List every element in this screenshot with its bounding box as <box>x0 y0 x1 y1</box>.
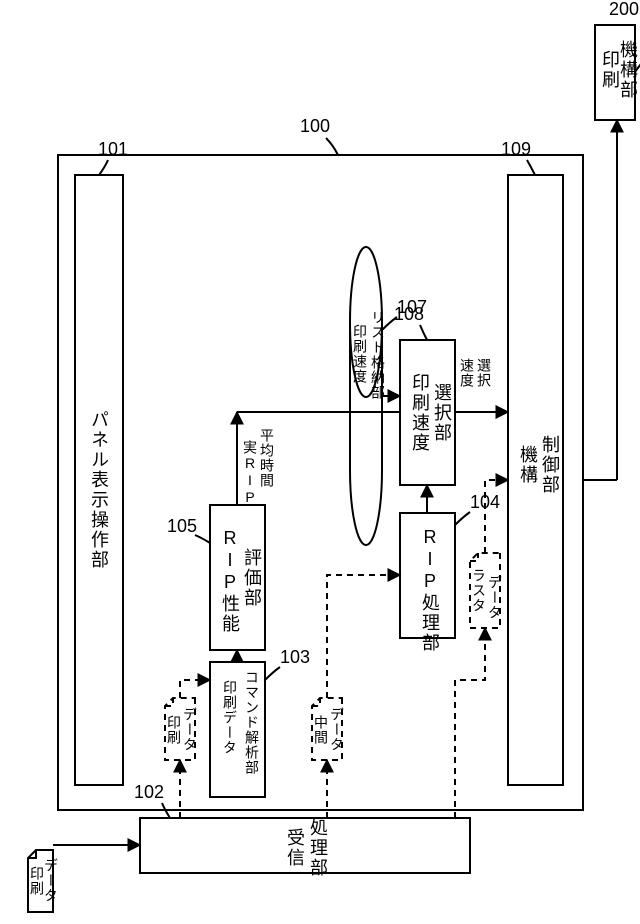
speedlist-l1: 印刷速度 <box>352 324 368 384</box>
dedge-raster-109 <box>485 480 508 553</box>
ripperf-l1: RIP性能 <box>220 528 240 634</box>
edgelabel-avg-time: 平均時間 <box>259 428 275 488</box>
ref-109: 109 <box>501 139 531 159</box>
mechctl-l1: 機構 <box>518 445 538 485</box>
leader-104 <box>455 512 470 525</box>
ref-100: 100 <box>300 116 330 136</box>
svg-text:印刷: 印刷 <box>166 715 182 745</box>
leader-108 <box>420 325 427 340</box>
dedge-note1-103 <box>180 680 210 698</box>
printmech-l2: 機構部 <box>618 40 638 100</box>
ripperf-l2: 評価部 <box>242 548 262 608</box>
speedsel-l1: 印刷速度 <box>410 373 430 453</box>
panel-label: パネル表示操作部 <box>89 410 109 570</box>
leader-100 <box>326 138 338 155</box>
note-mid-data: 中間 データ <box>312 698 345 760</box>
outer-box <box>58 155 583 810</box>
ref-103: 103 <box>280 647 310 667</box>
leader-103 <box>265 667 280 680</box>
svg-text:データ: データ <box>329 707 345 752</box>
edgelabel-actual-rip: 実RIP <box>242 440 258 506</box>
note-print-data: 印刷 データ <box>165 698 198 760</box>
svg-text:データ: データ <box>182 707 198 752</box>
parser-l1: 印刷データ <box>222 680 238 755</box>
printmech-l1: 印刷 <box>600 50 620 90</box>
recv-box <box>140 818 470 873</box>
ref-102: 102 <box>134 782 164 802</box>
input-doc-l2: データ <box>43 858 59 903</box>
leader-105 <box>195 535 210 543</box>
svg-text:中間: 中間 <box>313 715 329 745</box>
speedlist-l2: リスト格納部 <box>370 310 386 400</box>
ref-200: 200 <box>609 0 639 19</box>
diagram-canvas: 100 パネル表示操作部 101 機構 制御部 109 印刷速度 リスト格納部 … <box>0 0 640 924</box>
leader-101 <box>99 160 108 175</box>
ref-108: 108 <box>394 304 424 324</box>
rip-label: RIP処理部 <box>420 527 440 653</box>
recv-l2: 処理部 <box>308 818 328 878</box>
note-raster-data: ラスタ データ <box>470 553 503 628</box>
speedsel-l2: 選択部 <box>432 383 452 443</box>
recv-l1: 受信 <box>285 828 305 868</box>
parser-l2: コマンド解析部 <box>244 670 260 775</box>
ref-101: 101 <box>98 139 128 159</box>
edgelabel-select: 選択 <box>476 358 492 388</box>
dedge-recv-raster <box>455 628 485 818</box>
edgelabel-speed: 速度 <box>459 358 475 388</box>
ref-105: 105 <box>167 516 197 536</box>
svg-text:ラスタ: ラスタ <box>471 568 487 613</box>
svg-text:データ: データ <box>487 575 503 620</box>
leader-109 <box>527 160 535 175</box>
dedge-note2-104 <box>327 575 400 698</box>
mechctl-l2: 制御部 <box>540 435 560 495</box>
